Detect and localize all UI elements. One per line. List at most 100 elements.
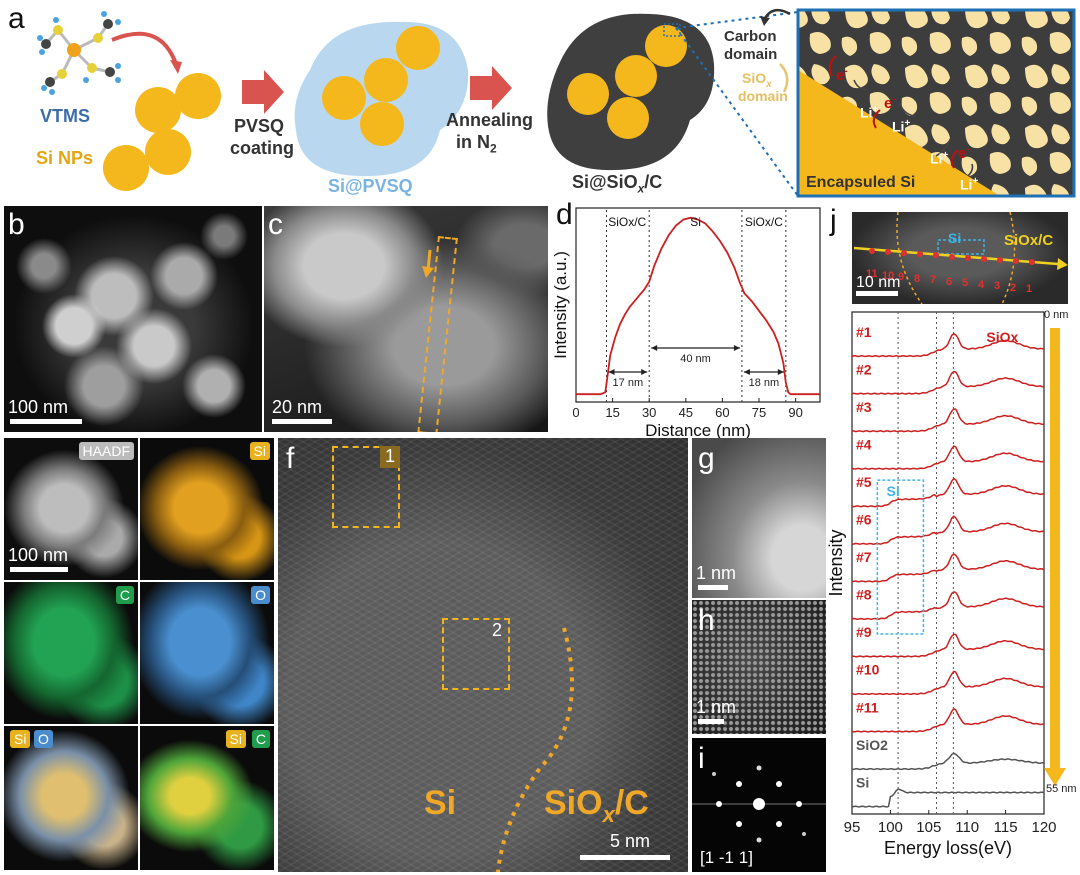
region-box-1 xyxy=(332,446,400,528)
map-label-si-c-si: Si xyxy=(225,730,246,748)
scan-point-label: 8 xyxy=(914,272,921,285)
map-label-haadf: HAADF xyxy=(78,442,134,460)
siox-annotation: SiOx xyxy=(986,329,1018,345)
map-si-c: Si C xyxy=(140,726,274,870)
spectrum-label: Si xyxy=(856,774,869,790)
carbon-domain-label-1: Carbon xyxy=(724,28,777,45)
x-tick-label: 0 xyxy=(572,405,579,420)
scale-label-c: 20 nm xyxy=(272,397,323,417)
scale-bar-j xyxy=(856,291,898,296)
region-box-2 xyxy=(442,618,510,690)
spectrum-label: #4 xyxy=(856,437,872,453)
dimension-arrowhead xyxy=(641,369,648,375)
spectrum-label: #5 xyxy=(856,474,872,490)
siox-domain-label-2: domain xyxy=(738,88,788,104)
scale-bar-e xyxy=(10,567,68,572)
spectrum-label: #3 xyxy=(856,399,872,415)
x-tick-label: 45 xyxy=(679,405,693,420)
scan-arrow-icon xyxy=(422,250,434,278)
si-annotation: Si xyxy=(887,483,900,499)
scale-label-f: 5 nm xyxy=(609,831,650,851)
region-label-siox-c: SiOx/C xyxy=(544,784,649,827)
spectrum-line xyxy=(851,445,1045,470)
scan-point-label: 3 xyxy=(994,280,1001,292)
depth-arrowhead xyxy=(1044,768,1066,786)
spectrum-label: #6 xyxy=(856,512,872,528)
panel-label-j: j xyxy=(830,204,837,237)
encapsulated-si-zoom xyxy=(796,8,1076,198)
scale-bar-g xyxy=(698,585,728,590)
eels-spectra-chart: #1 #2 #3 #4 #5 #6 #7 #8 #9 #10 #11 SiO2 Si Si SiOx 0 nm… xyxy=(826,309,1077,858)
si-siox-c-particle xyxy=(547,13,715,171)
dimension-arrowhead xyxy=(777,369,784,375)
map-label-si-o-si: Si xyxy=(10,730,31,748)
panel-label-c: c xyxy=(268,208,283,241)
scan-point-label: 11 xyxy=(866,268,878,280)
map-label-si-o-o: O xyxy=(34,730,53,748)
dimension-label: 18 nm xyxy=(749,377,780,389)
map-label-c: C xyxy=(115,586,134,604)
panel-label-a: a xyxy=(8,2,25,35)
spectrum-label: #1 xyxy=(856,324,872,340)
process-arrow-2 xyxy=(470,66,512,110)
schematic-diagram xyxy=(37,8,1076,198)
si-nanoparticles xyxy=(103,73,221,191)
spectrum-label: #2 xyxy=(856,361,872,377)
x-tick-label: 110 xyxy=(955,819,979,836)
si-pvsq-label: Si@PVSQ xyxy=(328,176,413,196)
si-pvsq-particle xyxy=(294,21,469,177)
spectrum-line xyxy=(851,752,1045,771)
spectrum-line xyxy=(852,633,1045,658)
scale-label-b: 100 nm xyxy=(8,397,69,417)
carbon-domain-label-2: domain xyxy=(724,46,778,63)
si-siox-c-label: Si@SiOx/C xyxy=(572,172,663,196)
region-label: SiOx/C xyxy=(745,215,783,229)
x-tick-label: 115 xyxy=(994,819,1018,836)
plot-frame xyxy=(575,207,821,403)
y-axis-label: Intensity xyxy=(826,529,846,596)
region-box-2-label: 2 xyxy=(492,620,503,640)
spectrum-label: #11 xyxy=(856,699,879,715)
stem-label-siox: SiOx/C xyxy=(1004,232,1054,249)
scan-point-label: 6 xyxy=(946,275,953,288)
scale-label-j: 10 nm xyxy=(856,274,901,291)
vtms-molecule xyxy=(37,11,121,95)
li-ion-label-4: Li+ xyxy=(960,176,979,193)
scale-bar-c xyxy=(272,419,332,424)
li-ion-label-2: Li+ xyxy=(892,118,911,135)
x-tick-label: 95 xyxy=(844,819,861,836)
panel-i-fft-pattern: i [1 -1 1] xyxy=(692,738,826,872)
spectrum-line xyxy=(851,591,1045,621)
scan-point-label: 10 xyxy=(882,269,895,282)
scale-bar-h xyxy=(698,719,724,724)
map-label-si-c-c: C xyxy=(251,730,270,748)
annealing-label-2: in N2 xyxy=(456,132,497,156)
spectrum-line xyxy=(851,553,1045,583)
spectrum-line xyxy=(851,515,1045,545)
spectrum-line xyxy=(851,408,1045,433)
depth-bottom-label: 55 nm xyxy=(1046,783,1077,795)
x-tick-label: 90 xyxy=(788,405,802,420)
x-axis-label: Energy loss(eV) xyxy=(884,838,1012,858)
region-box-1-label: 1 xyxy=(380,446,400,468)
scale-bar-f xyxy=(580,855,670,860)
panel-f-hrtem-image: f 1 2 Si SiOx/C 5 nm xyxy=(278,438,688,872)
region-label-si: Si xyxy=(424,784,457,822)
scale-bar-b xyxy=(10,419,82,424)
x-tick-label: 15 xyxy=(605,405,619,420)
process-arrow-1 xyxy=(242,70,284,114)
x-tick-label: 60 xyxy=(715,405,729,420)
x-tick-label: 30 xyxy=(642,405,656,420)
dimension-label: 17 nm xyxy=(613,377,644,389)
dimension-arrowhead xyxy=(733,345,740,351)
fft-spots xyxy=(692,765,826,843)
y-axis-label: Intensity (a.u.) xyxy=(551,251,570,359)
depth-top-label: 0 nm xyxy=(1044,309,1068,321)
scan-point-label: 4 xyxy=(978,278,985,291)
panel-label-f: f xyxy=(286,442,295,475)
line-profile-chart: 0 15 30 45 60 75 90 Distance (nm) Intensity (a.u… xyxy=(551,207,821,440)
map-haadf: HAADF 100 nm xyxy=(4,438,138,580)
li-ion-label-3: Li+ xyxy=(930,150,949,167)
dimension-arrowhead xyxy=(743,369,750,375)
pvsq-coating-label-2: coating xyxy=(230,138,295,158)
